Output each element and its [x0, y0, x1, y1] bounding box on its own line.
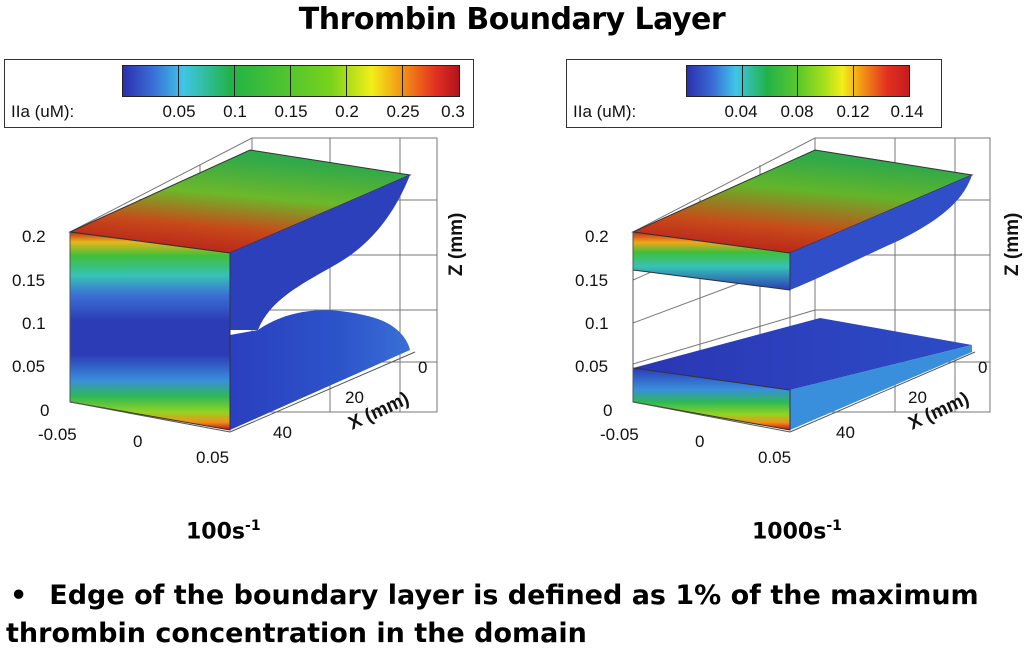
right-lower-top-face: [633, 318, 972, 390]
left-y-tick: -0.05: [38, 425, 77, 444]
right-3d-plot: 0.2 0.15 0.1 0.05 0 -0.05 0 0.05 0 20 40…: [575, 137, 1023, 467]
left-legend-tick: 0.3: [441, 102, 465, 121]
left-legend-tick: 0.05: [162, 102, 196, 121]
left-axes-box: [69, 232, 416, 433]
left-front-face: [69, 231, 231, 431]
right-x-tick: 20: [908, 388, 927, 407]
right-y-tick: -0.05: [600, 425, 639, 444]
right-shear-rate-caption: 1000s-1: [752, 518, 842, 544]
left-upper-sheet: [230, 175, 410, 330]
left-z-tick: 0.1: [22, 314, 46, 333]
right-legend-label: IIa (uM):: [573, 102, 637, 121]
right-z-tick: 0.1: [585, 314, 609, 333]
right-z-tick: 0: [603, 401, 612, 420]
right-z-tick: 0.2: [585, 227, 609, 246]
left-caption-base: 100s: [186, 519, 246, 545]
right-z-tick: 0.05: [575, 357, 608, 376]
right-z-tick: 0.15: [575, 271, 608, 290]
right-legend-tick: 0.08: [780, 102, 814, 121]
left-3d-plot: 0.2 0.15 0.1 0.05 0 -0.05 0 0.05 0 20 40…: [12, 137, 467, 467]
right-legend-tick: 0.14: [890, 102, 924, 121]
left-x-tick: 20: [345, 388, 364, 407]
bullet-symbol: •: [10, 580, 28, 611]
right-caption-base: 1000s: [752, 519, 827, 545]
left-shear-rate-caption: 100s-1: [186, 518, 261, 544]
right-axes-box: [632, 232, 976, 433]
right-legend-tick: 0.12: [836, 102, 870, 121]
left-lower-sheet: [230, 310, 410, 430]
right-lower-side: [790, 345, 972, 430]
page-title: Thrombin Boundary Layer: [298, 2, 726, 37]
left-colorbar-legend: IIa (uM): 0.05 0.1 0.15 0.2 0.25 0.3: [4, 59, 474, 128]
right-x-tick: 40: [836, 423, 855, 442]
left-colorbar: [122, 65, 460, 97]
left-legend-tick: 0.1: [223, 102, 247, 121]
left-z-axis-title: Z (mm): [446, 213, 467, 276]
left-legend-tick: 0.25: [386, 102, 420, 121]
left-z-tick: 0.2: [22, 227, 46, 246]
left-z-tick: 0.05: [12, 357, 45, 376]
right-y-tick: 0: [695, 432, 704, 451]
right-caption-exponent: -1: [826, 518, 842, 534]
right-legend-tick: 0.04: [724, 102, 758, 121]
left-legend-tick: 0.15: [274, 102, 308, 121]
right-colorbar: [686, 65, 910, 97]
left-x-tick: 40: [273, 423, 292, 442]
right-z-axis-title: Z (mm): [1002, 213, 1023, 276]
left-z-tick: 0.15: [12, 271, 45, 290]
right-y-tick: 0.05: [758, 448, 791, 467]
left-legend-tick: 0.2: [335, 102, 359, 121]
left-x-tick: 0: [418, 358, 427, 377]
right-colorbar-legend: IIa (uM): 0.04 0.08 0.12 0.14: [566, 59, 942, 128]
left-legend-label: IIa (uM):: [11, 102, 75, 121]
bullet-text: Edge of the boundary layer is defined as…: [6, 580, 979, 649]
left-y-tick: 0.05: [196, 448, 229, 467]
left-z-tick: 0: [40, 401, 49, 420]
bullet-note: • Edge of the boundary layer is defined a…: [6, 577, 1016, 653]
left-y-tick: 0: [133, 432, 142, 451]
right-upper-side: [790, 175, 972, 290]
left-caption-exponent: -1: [245, 518, 261, 534]
right-x-tick: 0: [978, 358, 987, 377]
